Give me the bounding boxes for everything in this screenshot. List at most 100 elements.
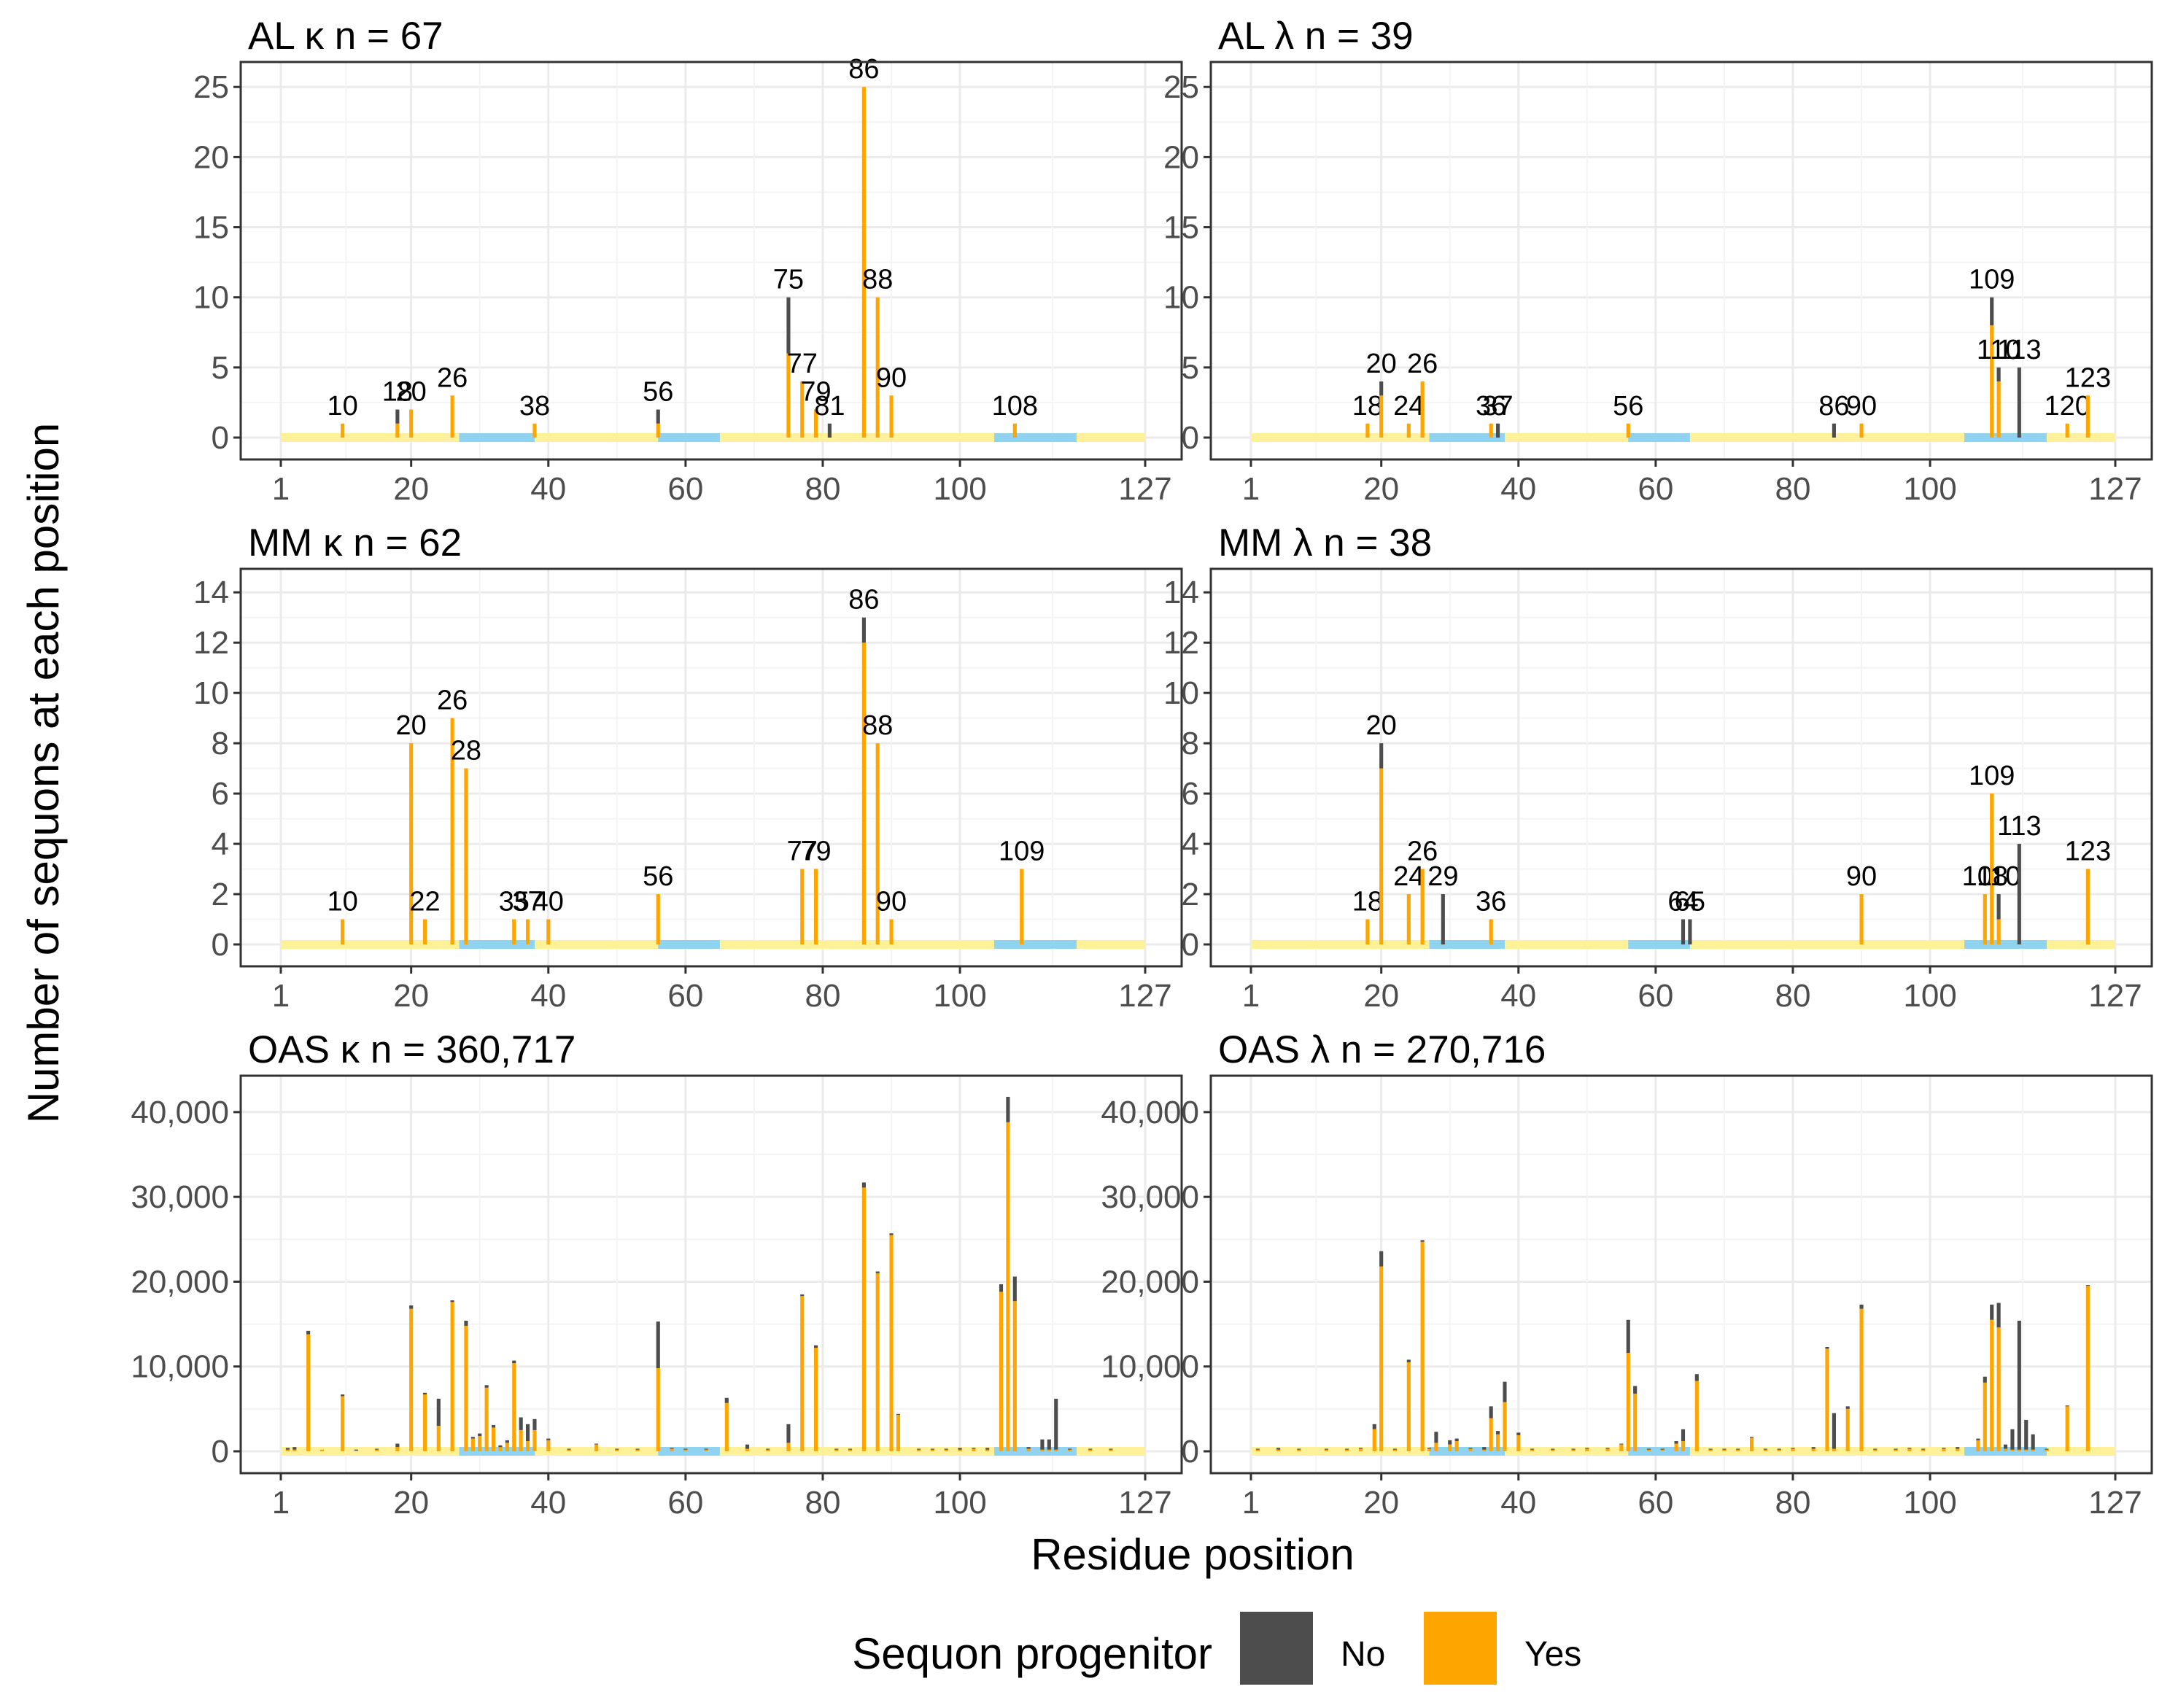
bar-yes-5	[306, 1334, 311, 1451]
bar-yes-80	[1791, 1448, 1795, 1451]
y-tick-label: 10	[1163, 675, 1199, 711]
bar-yes-88	[875, 1273, 880, 1451]
cdr-region	[1964, 433, 2047, 442]
bar-no-65	[1688, 919, 1692, 944]
bar-label-77: 77	[787, 349, 818, 379]
bar-yes-104	[1956, 1448, 1960, 1451]
bar-no-38	[1503, 1381, 1507, 1402]
bar-yes-102	[1942, 1448, 1946, 1451]
bar-yes-35	[512, 919, 516, 944]
bar-no-113	[2017, 844, 2021, 944]
bar-yes-20	[1379, 395, 1384, 438]
bar-yes-69	[745, 1448, 750, 1451]
bar-no-86	[1832, 1413, 1836, 1449]
bar-yes-36	[1489, 423, 1493, 438]
cdr-region	[1628, 433, 1690, 442]
bar-yes-106	[999, 1292, 1004, 1451]
bar-yes-66	[1694, 1381, 1699, 1451]
bar-yes-2	[1255, 1449, 1260, 1451]
y-tick-label: 10	[193, 280, 229, 316]
y-tick-label: 0	[212, 927, 229, 963]
bar-no-30	[478, 1433, 482, 1437]
bar-label-22: 22	[409, 887, 440, 917]
bar-label-90: 90	[876, 887, 907, 917]
bar-yes-18	[395, 1447, 400, 1451]
bar-no-32	[491, 1424, 496, 1428]
bar-label-56: 56	[643, 861, 673, 892]
bar-yes-40	[1516, 1435, 1521, 1451]
bar-no-38	[532, 1418, 537, 1430]
bar-no-20	[409, 1305, 414, 1309]
bar-yes-40	[546, 919, 551, 944]
cdr-region	[658, 1447, 720, 1456]
x-tick-label: 60	[1638, 1485, 1673, 1521]
bar-no-104	[1956, 1447, 1960, 1449]
bar-no-53	[635, 1448, 640, 1450]
bar-no-37	[526, 1424, 530, 1442]
x-tick-label: 80	[805, 1485, 840, 1521]
bar-no-110	[1996, 1303, 2001, 1328]
bar-label-10: 10	[328, 391, 358, 422]
bar-yes-56	[656, 894, 660, 944]
x-tick-label: 127	[1118, 1485, 1171, 1521]
bar-no-88	[1845, 1406, 1850, 1409]
bar-label-65: 65	[1675, 887, 1705, 917]
bar-no-20	[1379, 1251, 1384, 1267]
bar-yes-110	[1026, 1448, 1031, 1451]
bar-no-115	[2031, 1434, 2035, 1450]
y-tick-label: 4	[212, 826, 229, 862]
y-tick-label: 6	[212, 776, 229, 812]
bar-no-12	[1324, 1448, 1329, 1450]
bar-no-63	[704, 1448, 708, 1450]
bar-yes-111	[2003, 1448, 2008, 1451]
bar-no-20	[1379, 743, 1384, 769]
y-tick-label: 25	[1163, 69, 1199, 105]
bar-no-26	[1420, 1240, 1425, 1242]
bar-no-69	[745, 1444, 750, 1449]
bar-no-40	[1516, 1432, 1521, 1435]
bar-label-81: 81	[814, 391, 845, 422]
bar-no-94	[917, 1448, 921, 1450]
bar-yes-28	[1434, 1443, 1438, 1451]
bar-no-78	[1777, 1448, 1781, 1450]
bar-yes-53	[1605, 1448, 1610, 1451]
bar-no-111	[2003, 1444, 2008, 1449]
bar-no-91	[896, 1413, 900, 1415]
bar-yes-90	[1859, 423, 1864, 438]
bar-no-3	[292, 1447, 297, 1450]
bar-yes-64	[1681, 1441, 1686, 1451]
bar-yes-26	[1420, 869, 1425, 944]
bar-no-98	[944, 1448, 948, 1450]
bar-yes-108	[1012, 423, 1017, 438]
legend-title: Sequon progenitor	[852, 1629, 1212, 1678]
y-tick-label: 15	[1163, 210, 1199, 246]
x-tick-label: 1	[272, 471, 290, 507]
bar-no-28	[1434, 1432, 1438, 1443]
bar-yes-40	[546, 1440, 551, 1451]
bar-yes-63	[704, 1449, 708, 1451]
x-tick-label: 20	[393, 978, 429, 1014]
bar-label-123: 123	[2065, 362, 2111, 393]
bar-no-34	[505, 1440, 509, 1443]
bar-yes-22	[422, 919, 427, 944]
bar-yes-109	[1990, 793, 1994, 944]
bar-no-35	[512, 1360, 516, 1364]
bar-no-55	[1619, 1443, 1624, 1445]
y-tick-label: 8	[1182, 726, 1199, 761]
bar-no-24	[436, 1398, 441, 1426]
bar-yes-31	[484, 1387, 489, 1451]
bar-label-120: 120	[2044, 391, 2090, 422]
bar-yes-100	[958, 1449, 962, 1451]
bar-no-72	[766, 1448, 770, 1450]
x-tick-label: 1	[1242, 1485, 1260, 1521]
bar-yes-43	[567, 1449, 571, 1451]
bar-yes-60	[683, 1449, 688, 1451]
bar-no-114	[1054, 1398, 1058, 1450]
bar-yes-50	[1585, 1448, 1589, 1451]
bar-yes-20	[409, 1308, 414, 1451]
bar-no-36	[519, 1417, 523, 1430]
bar-no-63	[1674, 1441, 1678, 1444]
bar-yes-24	[1406, 423, 1411, 438]
bar-label-109: 109	[1969, 761, 2015, 791]
